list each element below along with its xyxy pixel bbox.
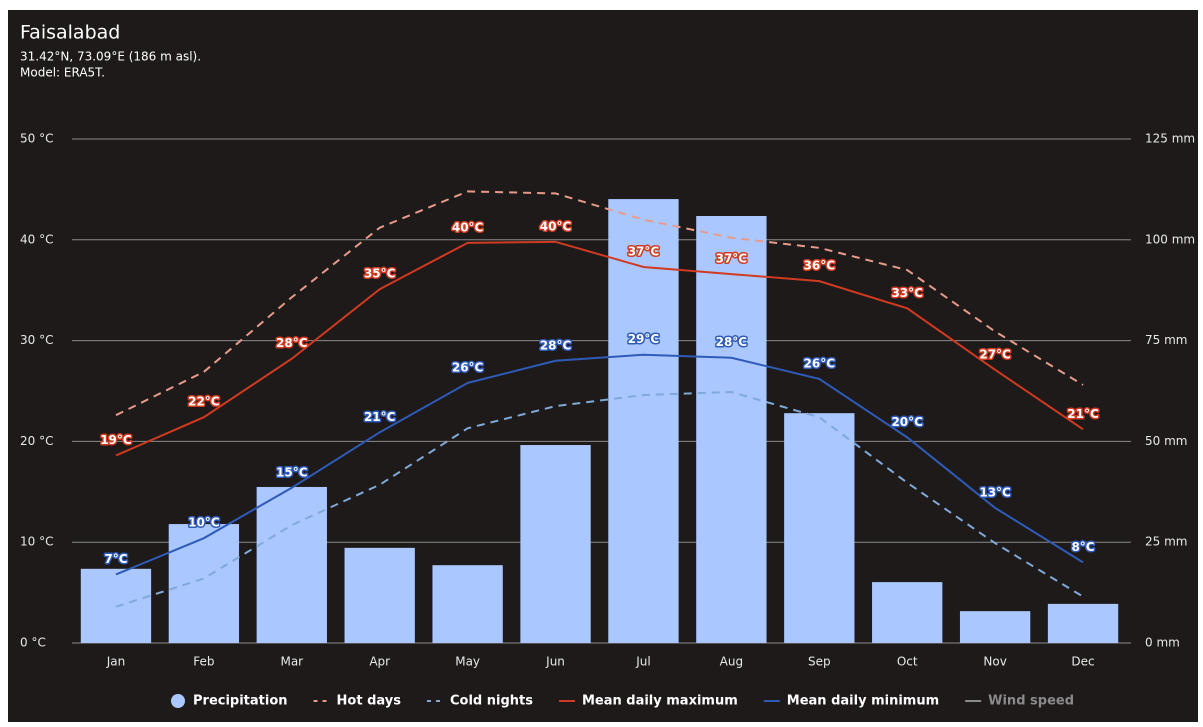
y2-tick-label: 0 mm xyxy=(1145,636,1180,650)
x-tick-label: Nov xyxy=(983,655,1006,669)
data-label: 40°C xyxy=(452,220,484,234)
x-tick-label: Mar xyxy=(280,655,303,669)
x-tick-label: Jun xyxy=(545,655,565,669)
data-label: 19°C xyxy=(100,433,132,447)
model-note: Model: ERA5T. xyxy=(20,66,105,80)
data-label: 37°C xyxy=(716,252,748,266)
y-tick-label: 10 °C xyxy=(20,535,53,549)
precipitation-bar xyxy=(520,445,591,643)
legend-label: Cold nights xyxy=(450,694,533,709)
x-tick-label: Jul xyxy=(635,655,650,669)
data-label: 28°C xyxy=(276,336,308,350)
precipitation-bar xyxy=(608,199,679,644)
legend-label: Precipitation xyxy=(193,694,288,709)
data-label: 26°C xyxy=(804,356,836,370)
precipitation-bar xyxy=(432,565,503,643)
precipitation-bar xyxy=(784,413,855,643)
data-label: 7°C xyxy=(104,552,127,566)
legend-label: Mean daily maximum xyxy=(582,694,738,709)
precipitation-bar xyxy=(1047,603,1119,643)
y2-tick-label: 50 mm xyxy=(1145,434,1187,448)
legend-label: Wind speed xyxy=(988,694,1074,709)
y-tick-label: 0 °C xyxy=(20,636,46,650)
x-tick-label: May xyxy=(455,655,480,669)
x-tick-label: Oct xyxy=(897,655,918,669)
series-line xyxy=(115,353,1084,576)
precipitation-bar xyxy=(872,582,943,643)
data-label: 21°C xyxy=(1067,407,1099,421)
data-label: 29°C xyxy=(628,332,660,346)
chart-subtitle: 31.42°N, 73.09°E (186 m asl). xyxy=(20,50,201,64)
legend-label: Mean daily minimum xyxy=(787,694,939,709)
data-label: 37°C xyxy=(628,245,660,259)
data-label: 10°C xyxy=(188,516,220,530)
series-line xyxy=(115,240,1084,457)
y-tick-label: 50 °C xyxy=(20,132,53,146)
data-label: 36°C xyxy=(804,259,836,273)
y2-tick-label: 25 mm xyxy=(1145,535,1187,549)
precipitation-bar xyxy=(959,611,1031,643)
data-label: 13°C xyxy=(979,485,1011,499)
data-label: 28°C xyxy=(540,338,572,352)
data-label: 15°C xyxy=(276,465,308,479)
data-label: 8°C xyxy=(1071,540,1094,554)
y2-tick-label: 100 mm xyxy=(1145,232,1195,246)
chart-title: Faisalabad xyxy=(20,22,120,44)
x-tick-label: Feb xyxy=(193,655,214,669)
legend-label: Hot days xyxy=(337,694,402,709)
y-tick-label: 20 °C xyxy=(20,434,53,448)
y-tick-label: 40 °C xyxy=(20,232,53,246)
x-tick-label: Apr xyxy=(369,655,390,669)
series-line xyxy=(115,190,1084,417)
data-label: 26°C xyxy=(452,360,484,374)
data-label: 22°C xyxy=(188,395,220,409)
precipitation-bar xyxy=(696,216,767,643)
data-label: 40°C xyxy=(540,219,572,233)
data-label: 35°C xyxy=(364,267,396,281)
data-label: 28°C xyxy=(716,335,748,349)
x-tick-label: Aug xyxy=(720,655,743,669)
y2-tick-label: 125 mm xyxy=(1145,132,1195,146)
series-line xyxy=(115,391,1084,608)
y2-tick-label: 75 mm xyxy=(1145,333,1187,347)
data-label: 21°C xyxy=(364,410,396,424)
data-label: 33°C xyxy=(891,286,923,300)
x-tick-label: Sep xyxy=(808,655,831,669)
precipitation-bar xyxy=(256,486,327,643)
y-tick-label: 30 °C xyxy=(20,333,53,347)
x-tick-label: Jan xyxy=(106,655,126,669)
x-tick-label: Dec xyxy=(1071,655,1094,669)
data-label: 27°C xyxy=(979,347,1011,361)
legend-marker xyxy=(171,694,185,708)
precipitation-bar xyxy=(168,524,240,643)
data-label: 20°C xyxy=(891,415,923,429)
precipitation-bar xyxy=(344,547,415,643)
